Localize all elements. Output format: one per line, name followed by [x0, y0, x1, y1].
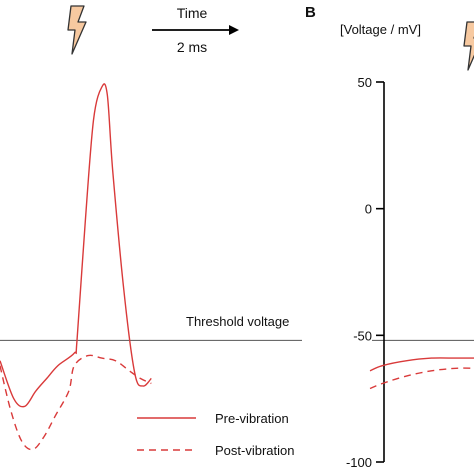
traces	[0, 83, 474, 451]
panel-b-label: B	[305, 4, 316, 21]
threshold-label: Threshold voltage	[186, 314, 289, 329]
y-tick-label: -100	[346, 455, 372, 470]
lightning-bolt-icon	[463, 21, 474, 71]
lightning-bolt-icon	[67, 5, 87, 55]
panel-a-pre-vibration-trace	[0, 83, 152, 408]
y-tick-label: 0	[365, 202, 372, 217]
time-arrow	[152, 25, 239, 35]
y-tick-label: -50	[353, 328, 372, 343]
panel-a-post-vibration-trace	[0, 354, 152, 451]
panel-b-pre-vibration-trace	[369, 357, 474, 372]
legend-label-pre: Pre-vibration	[215, 411, 289, 426]
y-axis-ticks: 50 0 -50 -100	[346, 75, 384, 470]
legend: Pre-vibration Post-vibration	[137, 411, 294, 458]
time-duration-label: 2 ms	[177, 39, 207, 55]
panel-b-post-vibration-trace	[369, 367, 474, 390]
y-tick-label: 50	[358, 75, 372, 90]
y-axis-title: [Voltage / mV]	[340, 22, 421, 37]
time-label: Time	[177, 5, 208, 21]
legend-label-post: Post-vibration	[215, 443, 294, 458]
